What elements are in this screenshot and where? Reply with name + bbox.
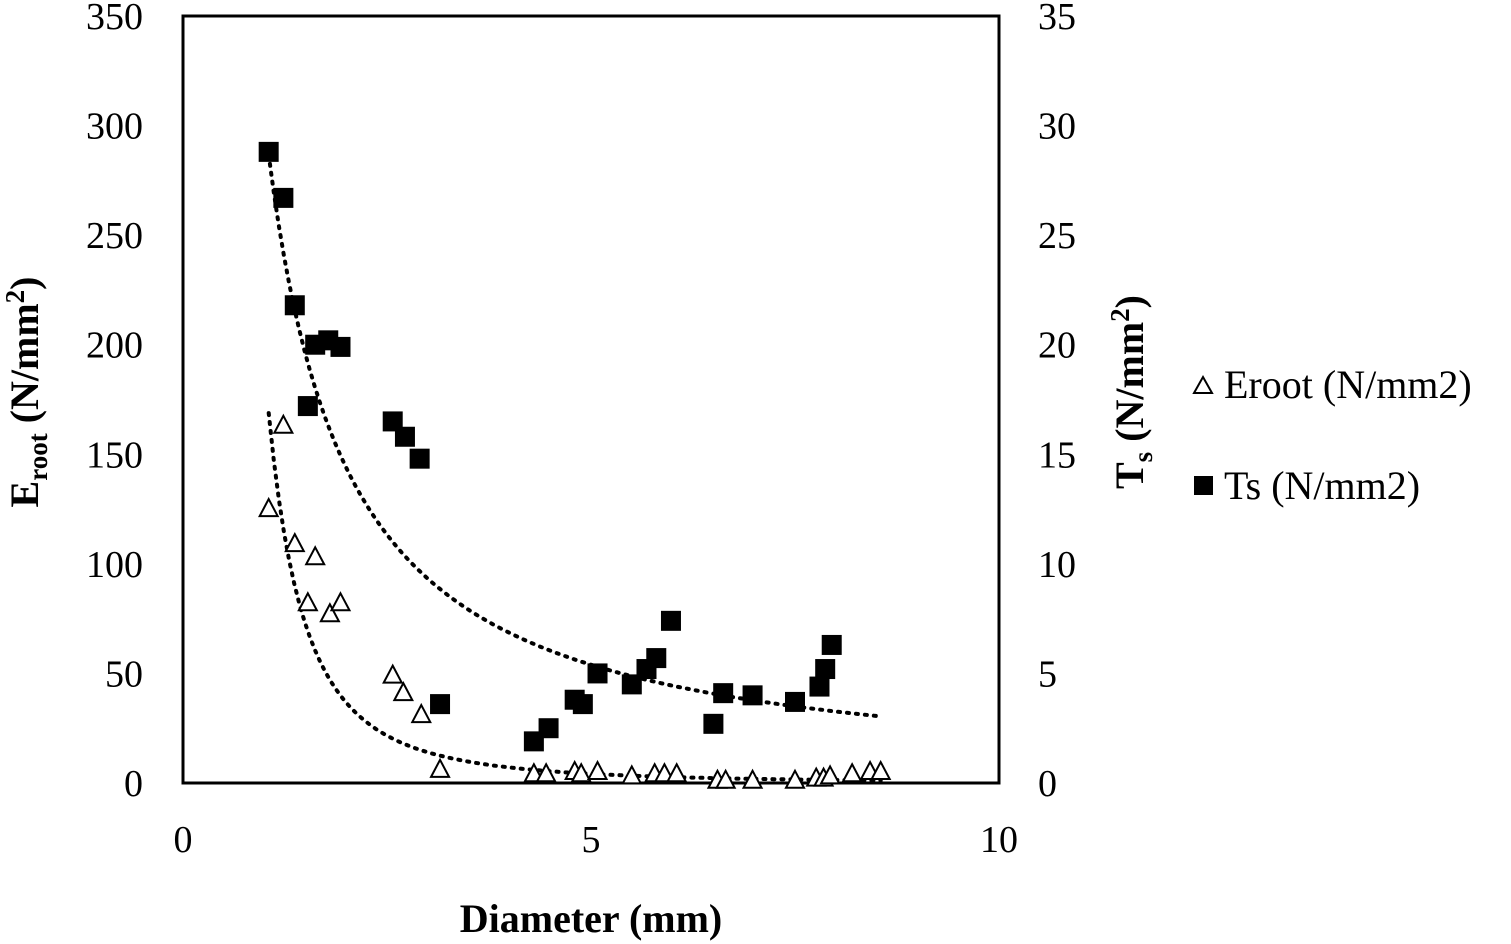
ts-point-24 <box>809 676 830 697</box>
y-left-tick-label-2: 100 <box>86 544 143 586</box>
y-right-tick-label-0: 0 <box>1038 763 1057 805</box>
y-right-tick-label-6: 30 <box>1038 106 1076 148</box>
eroot-point-10 <box>429 757 451 778</box>
eroot-point-1 <box>272 413 295 434</box>
ts-point-14 <box>572 694 593 715</box>
legend-label-eroot: Eroot (N/mm2) <box>1224 362 1472 407</box>
ts-point-1 <box>273 187 294 208</box>
y-right-title-sup: 2 <box>1105 308 1135 322</box>
ts-point-16 <box>621 674 642 695</box>
ts-point-3 <box>297 396 318 417</box>
eroot-point-0 <box>258 496 280 518</box>
y-right-axis-title: Ts (N/mm2) <box>1105 295 1158 489</box>
y-left-tick-label-3: 150 <box>86 434 143 476</box>
eroot-point-15 <box>586 759 609 781</box>
eroot-point-26 <box>819 764 841 785</box>
x-tick-label-0: 0 <box>174 819 193 861</box>
eroot-point-23 <box>784 768 806 789</box>
y-right-tick-label-3: 15 <box>1038 434 1076 476</box>
eroot-point-9 <box>410 702 432 724</box>
legend-item-ts[interactable]: Ts (N/mm2) <box>1194 463 1420 508</box>
x-tick-label-2: 10 <box>980 819 1018 861</box>
eroot-point-29 <box>870 759 892 781</box>
y-right-title-main: T <box>1107 462 1152 489</box>
eroot-point-12 <box>535 762 557 783</box>
ts-point-25 <box>815 659 836 680</box>
eroot-point-7 <box>382 663 404 684</box>
ts-point-12 <box>538 718 559 739</box>
y-left-axis-title: Eroot (N/mm2) <box>0 277 53 508</box>
y-left-tick-label-5: 250 <box>86 215 143 257</box>
plot-area-frame <box>181 14 1001 785</box>
ts-point-0 <box>258 141 279 162</box>
ts-point-2 <box>284 295 305 316</box>
x-tick-label-1: 5 <box>582 819 601 861</box>
legend-square-icon <box>1194 476 1213 495</box>
y-left-tick-label-6: 300 <box>86 106 143 148</box>
ts-point-22 <box>742 685 763 706</box>
eroot-point-16 <box>621 764 643 785</box>
legend: Eroot (N/mm2) Ts (N/mm2) <box>1192 362 1472 508</box>
eroot-point-27 <box>841 762 863 783</box>
y-right-tick-label-5: 25 <box>1038 215 1076 257</box>
data-markers <box>258 141 892 789</box>
ts-point-18 <box>646 648 667 669</box>
y-right-tick-label-7: 35 <box>1038 0 1076 38</box>
ts-point-20 <box>703 713 724 734</box>
y-left-title-close: ) <box>2 277 47 290</box>
trendline-series-0 <box>266 411 883 783</box>
trendlines <box>266 152 883 783</box>
ts-point-8 <box>394 426 415 447</box>
y-right-title-sub: s <box>1128 452 1158 463</box>
y-left-title-sub: root <box>23 433 53 481</box>
ts-point-21 <box>713 683 734 704</box>
eroot-point-5 <box>319 602 341 623</box>
eroot-point-3 <box>297 591 319 612</box>
ts-point-10 <box>430 694 451 715</box>
ts-point-19 <box>660 610 681 631</box>
legend-label-ts: Ts (N/mm2) <box>1224 463 1420 508</box>
eroot-point-6 <box>329 591 352 612</box>
ts-point-15 <box>587 663 608 684</box>
y-left-title-rest: (N/mm <box>2 303 47 433</box>
y-right-tick-label-4: 20 <box>1038 325 1076 367</box>
eroot-point-14 <box>570 762 592 783</box>
x-axis-title: Diameter (mm) <box>460 896 722 941</box>
ts-point-6 <box>330 336 351 357</box>
y-right-title-rest: (N/mm <box>1107 322 1152 452</box>
trendline-series-1 <box>266 152 883 719</box>
ts-point-23 <box>785 691 805 712</box>
legend-item-eroot[interactable]: Eroot (N/mm2) <box>1192 362 1472 407</box>
eroot-point-8 <box>392 681 414 702</box>
y-left-title-sup: 2 <box>0 290 30 304</box>
eroot-point-4 <box>304 545 326 566</box>
eroot-point-19 <box>666 762 688 783</box>
eroot-point-22 <box>741 768 764 789</box>
y-right-tick-label-1: 5 <box>1038 653 1057 695</box>
ts-point-9 <box>409 448 430 469</box>
y-right-title-close: ) <box>1107 295 1152 308</box>
y-left-tick-label-4: 200 <box>86 325 143 367</box>
legend-triangle-icon <box>1192 374 1214 394</box>
y-left-tick-label-7: 350 <box>86 0 143 38</box>
ts-point-7 <box>382 411 403 432</box>
y-left-title-main: E <box>2 481 47 508</box>
eroot-point-21 <box>714 768 737 789</box>
y-right-tick-label-2: 10 <box>1038 544 1076 586</box>
eroot-point-2 <box>284 531 306 553</box>
y-left-tick-label-0: 0 <box>124 763 143 805</box>
ts-point-26 <box>821 634 842 655</box>
y-left-tick-label-1: 50 <box>105 653 143 695</box>
